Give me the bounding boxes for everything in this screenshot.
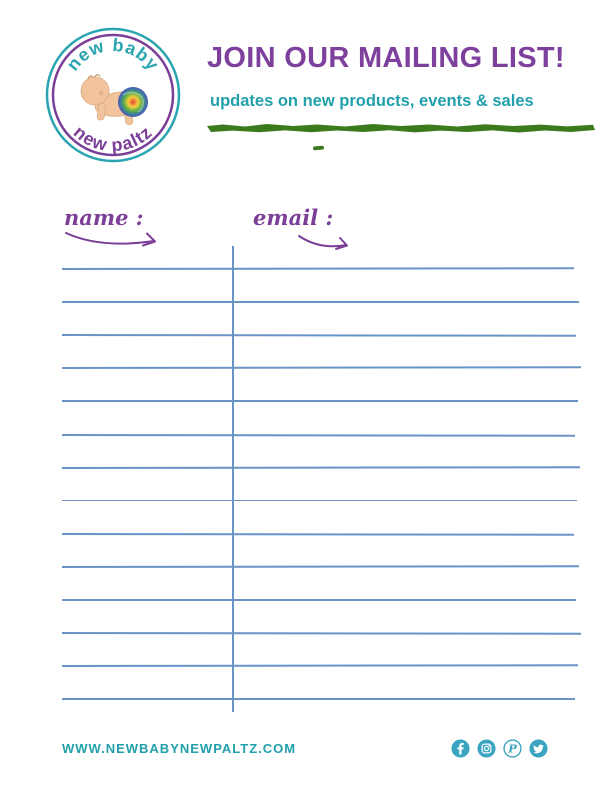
baby-illustration — [80, 74, 148, 126]
ruled-line — [62, 599, 576, 601]
email-column-label: email : — [253, 205, 334, 230]
ruled-line — [61, 465, 581, 469]
social-icons: P — [451, 739, 548, 758]
ruled-line — [62, 499, 577, 502]
ruled-line — [61, 267, 575, 270]
ruled-line — [62, 400, 578, 402]
logo: new baby new paltz — [43, 25, 183, 165]
name-arrow-icon — [65, 232, 156, 247]
ruled-line — [61, 632, 582, 635]
ruled-line — [61, 664, 579, 667]
ruled-lines — [61, 260, 584, 710]
ruled-line — [62, 698, 575, 700]
brush-speck — [312, 145, 325, 151]
website-url: WWW.NEWBABYNEWPALTZ.COM — [62, 741, 297, 756]
tiedye-diaper — [118, 87, 148, 117]
pinterest-icon: P — [503, 739, 522, 758]
facebook-icon — [451, 739, 470, 758]
ruled-line — [61, 565, 580, 568]
email-arrow-icon — [298, 235, 348, 250]
ruled-line — [61, 366, 582, 369]
instagram-icon — [477, 739, 496, 758]
twitter-icon — [529, 739, 548, 758]
ruled-line — [61, 532, 575, 536]
column-divider-line — [232, 246, 234, 712]
brush-stroke — [207, 124, 595, 133]
ruled-line — [61, 433, 576, 436]
svg-text:P: P — [507, 742, 517, 756]
page-title: JOIN OUR MAILING LIST! — [207, 42, 565, 74]
logo-badge: new baby new paltz — [45, 27, 181, 163]
ruled-line — [62, 301, 579, 303]
ruled-line — [61, 334, 577, 337]
name-column-label: name : — [64, 205, 144, 230]
page-subtitle: updates on new products, events & sales — [210, 92, 534, 110]
logo-inner-ring — [51, 33, 175, 157]
